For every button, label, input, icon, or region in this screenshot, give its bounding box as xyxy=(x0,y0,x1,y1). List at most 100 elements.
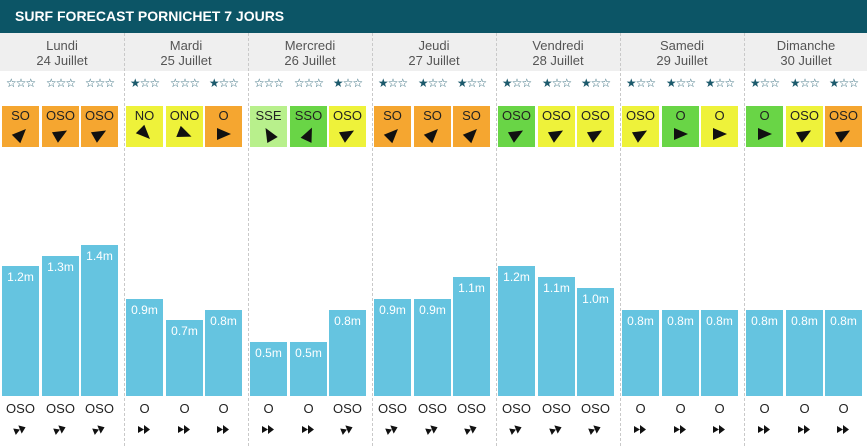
swell-direction: O xyxy=(303,401,314,416)
wave-height-bar xyxy=(205,310,242,396)
wave-height-label: 0.7m xyxy=(171,324,198,338)
days-row: Lundi 24 Juillet ☆☆☆ SO 1.2m OSO ☆☆☆ OSO 1.3m OSO… xyxy=(0,33,867,446)
wave-height-bar xyxy=(538,277,575,396)
day-column: Samedi 29 Juillet ★☆☆ OSO 0.8m O ★☆☆ O 0.8m O ★☆☆ O… xyxy=(620,33,744,446)
wind-arrow-icon xyxy=(383,124,402,144)
wind-box: SO xyxy=(453,106,490,147)
day-column: Lundi 24 Juillet ☆☆☆ SO 1.2m OSO ☆☆☆ OSO 1.3m OSO… xyxy=(0,33,124,446)
wind-arrow-icon xyxy=(547,125,566,143)
wave-height-label: 0.9m xyxy=(379,303,406,317)
forecast-slot[interactable]: ★☆☆ SO 0.9m OSO xyxy=(414,33,451,446)
swell-direction: OSO xyxy=(85,401,114,416)
forecast-slot[interactable]: ★☆☆ OSO 1.2m OSO xyxy=(498,33,535,446)
swell-direction: OSO xyxy=(581,401,610,416)
swell-direction: OSO xyxy=(418,401,447,416)
day-date: 28 Juillet xyxy=(532,53,584,68)
wave-height-bar xyxy=(701,310,738,396)
forecast-slot[interactable]: ☆☆☆ OSO 1.4m OSO xyxy=(81,33,118,446)
swell-arrow-icon xyxy=(509,425,522,435)
wind-direction: O xyxy=(218,108,229,123)
swell-arrow-icon xyxy=(837,425,849,434)
wind-direction: SSE xyxy=(255,108,282,123)
wind-direction: ONO xyxy=(169,108,200,123)
day-date: 27 Juillet xyxy=(408,53,460,68)
wind-arrow-icon xyxy=(834,125,853,143)
wind-arrow-icon xyxy=(507,125,526,143)
wave-height-bar xyxy=(577,288,614,396)
day-separator xyxy=(620,33,621,446)
day-header: Mardi 25 Juillet xyxy=(124,33,248,71)
forecast-slot[interactable]: ★☆☆ O 0.8m O xyxy=(701,33,738,446)
wind-direction: SSO xyxy=(294,108,323,123)
swell-direction: O xyxy=(635,401,646,416)
swell-arrow-icon xyxy=(340,425,353,435)
wind-box: SO xyxy=(414,106,451,147)
swell-arrow-icon xyxy=(549,425,562,435)
forecast-slot[interactable]: ★☆☆ OSO 1.0m OSO xyxy=(577,33,614,446)
wind-box: NO xyxy=(126,106,163,147)
wind-direction: SO xyxy=(423,108,442,123)
wind-direction: O xyxy=(759,108,770,123)
forecast-slot[interactable]: ★☆☆ O 0.8m O xyxy=(205,33,242,446)
wave-height-label: 1.1m xyxy=(458,281,485,295)
wind-direction: O xyxy=(714,108,725,123)
swell-arrow-icon xyxy=(217,425,229,434)
wave-height-bar xyxy=(498,266,535,396)
forecast-slot[interactable]: ☆☆☆ SSO 0.5m O xyxy=(290,33,327,446)
wind-box: OSO xyxy=(622,106,659,147)
rating-stars: ★☆☆ xyxy=(456,76,487,90)
wind-box: SSO xyxy=(290,106,327,147)
wind-arrow-icon xyxy=(175,125,194,143)
wind-direction: OSO xyxy=(85,108,114,123)
swell-direction: O xyxy=(218,401,229,416)
wind-direction: OSO xyxy=(46,108,75,123)
wave-height-bar xyxy=(329,310,366,396)
wind-box: OSO xyxy=(825,106,862,147)
forecast-slot[interactable]: ☆☆☆ ONO 0.7m O xyxy=(166,33,203,446)
day-date: 30 Juillet xyxy=(780,53,832,68)
day-name: Vendredi xyxy=(532,38,584,53)
wave-height-bar xyxy=(414,299,451,396)
wind-box: O xyxy=(205,106,242,147)
forecast-slot[interactable]: ★☆☆ O 0.8m O xyxy=(662,33,699,446)
rating-stars: ☆☆☆ xyxy=(253,76,284,90)
rating-stars: ★☆☆ xyxy=(208,76,239,90)
rating-stars: ★☆☆ xyxy=(704,76,735,90)
forecast-slot[interactable]: ☆☆☆ SO 1.2m OSO xyxy=(2,33,39,446)
wind-arrow-icon xyxy=(586,125,605,143)
wave-height-label: 0.8m xyxy=(627,314,654,328)
day-header: Samedi 29 Juillet xyxy=(620,33,744,71)
wind-box: O xyxy=(746,106,783,147)
rating-stars: ★☆☆ xyxy=(580,76,611,90)
day-date: 29 Juillet xyxy=(656,53,708,68)
forecast-slot[interactable]: ★☆☆ OSO 0.8m O xyxy=(786,33,823,446)
forecast-slot[interactable]: ★☆☆ OSO 1.1m OSO xyxy=(538,33,575,446)
wave-height-label: 0.8m xyxy=(667,314,694,328)
forecast-slot[interactable]: ★☆☆ OSO 0.8m O xyxy=(622,33,659,446)
forecast-slot[interactable]: ★☆☆ NO 0.9m O xyxy=(126,33,163,446)
wind-arrow-icon xyxy=(757,128,772,140)
wind-arrow-icon xyxy=(259,124,278,144)
swell-direction: OSO xyxy=(378,401,407,416)
rating-stars: ☆☆☆ xyxy=(5,76,36,90)
wind-box: OSO xyxy=(538,106,575,147)
forecast-slot[interactable]: ★☆☆ SO 1.1m OSO xyxy=(453,33,490,446)
wind-direction: OSO xyxy=(829,108,858,123)
wave-height-label: 0.8m xyxy=(830,314,857,328)
swell-arrow-icon xyxy=(588,425,601,435)
forecast-slot[interactable]: ☆☆☆ OSO 1.3m OSO xyxy=(42,33,79,446)
rating-stars: ☆☆☆ xyxy=(45,76,76,90)
wind-arrow-icon xyxy=(135,124,154,144)
forecast-slot[interactable]: ★☆☆ OSO 0.8m O xyxy=(825,33,862,446)
forecast-slot[interactable]: ★☆☆ O 0.8m O xyxy=(746,33,783,446)
wind-arrow-icon xyxy=(338,125,357,143)
swell-direction: O xyxy=(263,401,274,416)
wind-direction: SO xyxy=(462,108,481,123)
wind-direction: SO xyxy=(383,108,402,123)
forecast-slot[interactable]: ☆☆☆ SSE 0.5m O xyxy=(250,33,287,446)
swell-direction: OSO xyxy=(6,401,35,416)
forecast-slot[interactable]: ★☆☆ SO 0.9m OSO xyxy=(374,33,411,446)
forecast-slot[interactable]: ★☆☆ OSO 0.8m OSO xyxy=(329,33,366,446)
wave-height-label: 0.5m xyxy=(255,346,282,360)
wind-arrow-icon xyxy=(216,128,231,140)
